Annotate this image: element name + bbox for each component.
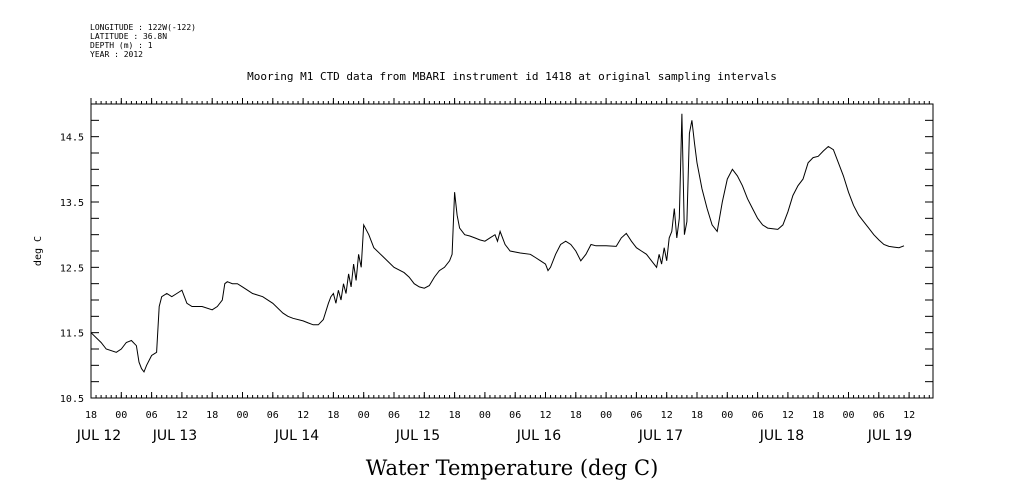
depth-label: DEPTH (m) : 1: [90, 41, 153, 50]
x-tick-label: 00: [721, 410, 733, 421]
year-label: YEAR : 2012: [90, 50, 143, 59]
chart-title: Mooring M1 CTD data from MBARI instrumen…: [247, 70, 777, 83]
x-tick-label: 18: [570, 410, 582, 421]
y-tick-label: 14.5: [60, 133, 84, 144]
x-tick-label: 18: [327, 410, 339, 421]
x-tick-label: 00: [358, 410, 370, 421]
x-day-label: JUL 13: [152, 428, 197, 444]
x-tick-label: 00: [115, 410, 127, 421]
x-axis-title: Water Temperature (deg C): [366, 456, 659, 480]
series-line-water-temperature: [90, 113, 905, 373]
x-tick-label: 00: [842, 410, 854, 421]
x-tick-label: 06: [267, 410, 279, 421]
x-tick-label: 18: [206, 410, 218, 421]
x-tick-label: 18: [85, 410, 97, 421]
x-tick-label: 06: [388, 410, 400, 421]
x-day-label: JUL 16: [516, 428, 562, 444]
x-tick-label: 06: [873, 410, 885, 421]
x-tick-label: 06: [630, 410, 642, 421]
latitude-label: LATITUDE : 36.8N: [90, 32, 167, 41]
x-tick-label: 00: [236, 410, 248, 421]
x-tick-label: 12: [418, 410, 430, 421]
x-day-label: JUL 14: [274, 428, 320, 444]
x-day-label: JUL 12: [76, 428, 121, 444]
x-tick-label: 18: [449, 410, 461, 421]
x-tick-label: 18: [812, 410, 824, 421]
x-day-label: JUL 18: [759, 428, 804, 444]
x-tick-label: 12: [297, 410, 309, 421]
y-tick-label: 11.5: [60, 329, 84, 340]
x-tick-label: 00: [600, 410, 612, 421]
y-ticks: 10.5 11.5 12.5 13.5 14.5: [60, 103, 933, 405]
y-axis-label: deg C: [33, 236, 44, 266]
x-tick-label: 12: [539, 410, 551, 421]
y-tick-label: 13.5: [60, 198, 84, 209]
x-tick-labels: 18 00 06 12 18 00 06 12 18 00 06 12 18 00 06 12 18 00 06 12…: [85, 410, 915, 421]
x-tick-label: 12: [903, 410, 915, 421]
x-tick-label: 06: [509, 410, 521, 421]
x-tick-label: 18: [691, 410, 703, 421]
x-day-label: JUL 17: [638, 428, 683, 444]
y-tick-label: 12.5: [60, 263, 84, 274]
y-tick-label: 10.5: [60, 394, 84, 405]
x-tick-label: 12: [661, 410, 673, 421]
x-day-label: JUL 15: [395, 428, 440, 444]
x-tick-label: 00: [479, 410, 491, 421]
x-day-label: JUL 19: [867, 428, 912, 444]
x-tick-label: 06: [752, 410, 764, 421]
x-tick-label: 06: [146, 410, 158, 421]
x-major-ticks: [90, 98, 910, 398]
x-day-labels: JUL 12 JUL 13 JUL 14 JUL 15 JUL 16 JUL 17 JUL …: [76, 428, 912, 444]
metadata-block: LONGITUDE : 122W(-122) LATITUDE : 36.8N …: [90, 23, 196, 59]
longitude-label: LONGITUDE : 122W(-122): [90, 23, 196, 32]
x-tick-label: 12: [176, 410, 188, 421]
x-minor-ticks: [90, 101, 930, 398]
x-tick-label: 12: [782, 410, 794, 421]
